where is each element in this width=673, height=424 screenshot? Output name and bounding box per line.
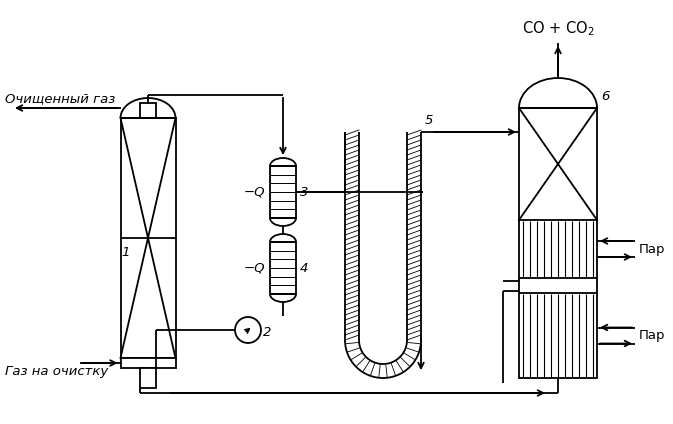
Bar: [140, 368, 156, 388]
Circle shape: [235, 317, 261, 343]
Text: −Q: −Q: [244, 186, 265, 198]
Text: Газ на очистку: Газ на очистку: [5, 365, 108, 378]
Text: 5: 5: [425, 114, 433, 127]
Text: −Q: −Q: [244, 262, 265, 274]
Bar: [270, 242, 296, 294]
Bar: [140, 103, 156, 118]
Text: 1: 1: [122, 246, 130, 259]
Bar: [120, 358, 176, 368]
Text: Пар: Пар: [639, 243, 666, 256]
Text: 6: 6: [601, 90, 609, 103]
Bar: [519, 108, 597, 378]
Text: Очищенный газ: Очищенный газ: [5, 92, 115, 105]
Bar: [120, 118, 176, 358]
Bar: [270, 166, 296, 218]
Text: CO + CO$_2$: CO + CO$_2$: [522, 20, 594, 38]
Text: Пар: Пар: [639, 329, 666, 342]
Text: 4: 4: [300, 262, 308, 274]
Text: 3: 3: [300, 186, 308, 198]
Text: 2: 2: [263, 326, 271, 338]
